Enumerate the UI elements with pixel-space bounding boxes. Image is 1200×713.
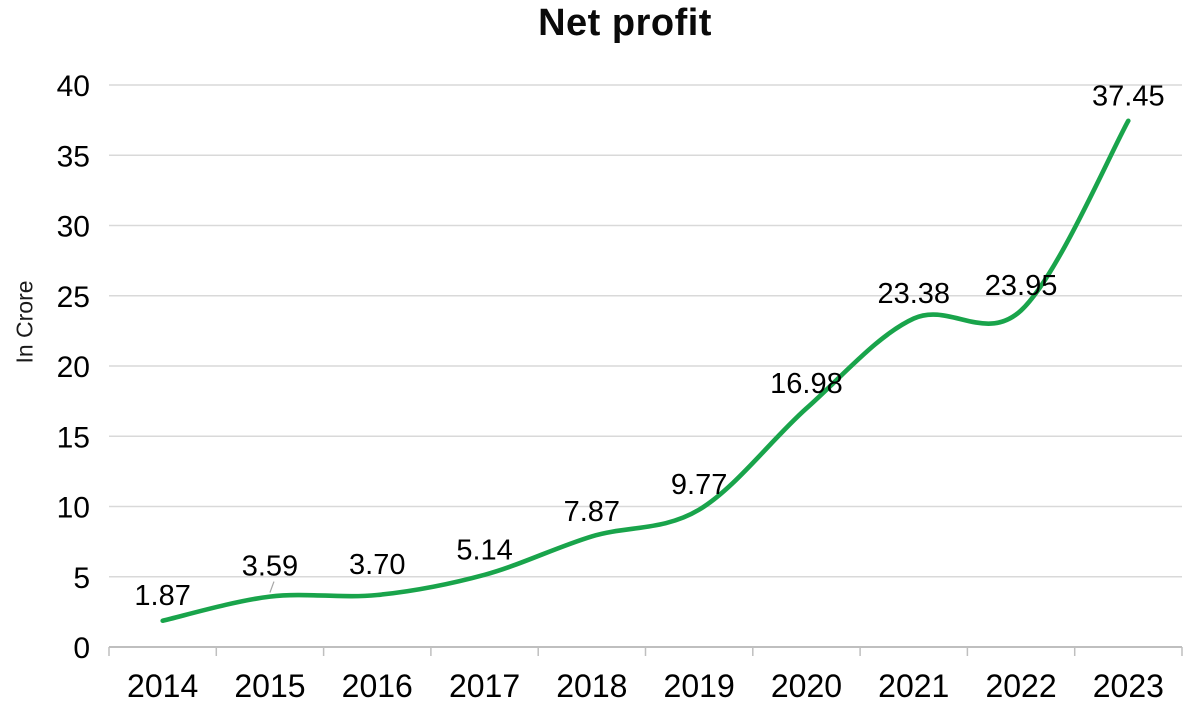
x-tick-label: 2022 xyxy=(985,668,1056,704)
y-tick-label: 40 xyxy=(57,70,90,103)
data-label: 23.38 xyxy=(877,278,950,310)
data-label-leader-line xyxy=(269,581,275,593)
x-tick-label: 2017 xyxy=(449,668,520,704)
y-tick-label: 30 xyxy=(57,211,90,244)
data-label: 3.70 xyxy=(349,549,405,581)
data-label: 16.98 xyxy=(770,368,843,400)
data-label: 1.87 xyxy=(134,580,190,612)
y-tick-label: 15 xyxy=(57,421,90,454)
data-label: 23.95 xyxy=(985,270,1058,302)
data-label: 5.14 xyxy=(456,534,512,566)
data-label: 9.77 xyxy=(671,469,727,501)
x-tick-label: 2015 xyxy=(234,668,305,704)
data-label: 3.59 xyxy=(242,551,298,583)
x-tick-label: 2023 xyxy=(1093,668,1164,704)
x-tick-label: 2016 xyxy=(342,668,413,704)
y-tick-label: 5 xyxy=(73,562,90,595)
y-tick-label: 0 xyxy=(73,632,90,665)
chart-title: Net profit xyxy=(538,2,712,44)
y-tick-label: 10 xyxy=(57,492,90,525)
x-tick-label: 2019 xyxy=(664,668,735,704)
x-tick-label: 2014 xyxy=(127,668,198,704)
x-tick-label: 2020 xyxy=(771,668,842,704)
x-tick-label: 2021 xyxy=(878,668,949,704)
y-tick-label: 25 xyxy=(57,281,90,314)
data-label: 7.87 xyxy=(564,496,620,528)
x-tick-label: 2018 xyxy=(556,668,627,704)
data-label: 37.45 xyxy=(1092,80,1165,112)
y-tick-label: 35 xyxy=(57,140,90,173)
net-profit-series-line xyxy=(160,118,1131,623)
y-tick-label: 20 xyxy=(57,351,90,384)
